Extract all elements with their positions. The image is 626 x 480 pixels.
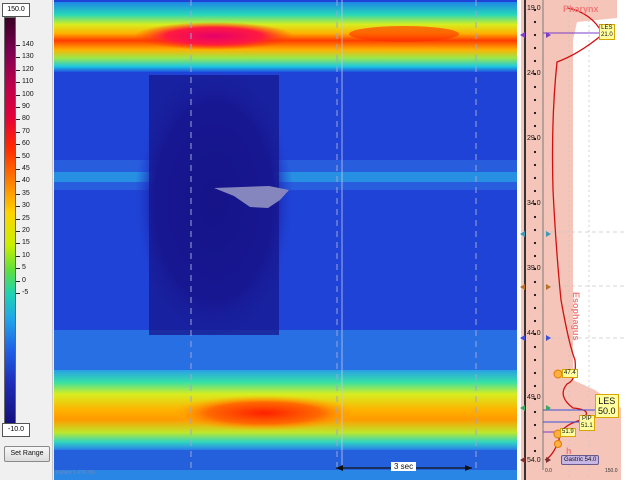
set-range-button[interactable]: Set Range <box>4 446 50 462</box>
scale-tick <box>16 95 20 96</box>
scale-tick-label: 130 <box>22 53 34 61</box>
scale-tick <box>16 157 20 158</box>
scale-tick-label: 110 <box>22 78 33 86</box>
scale-tick-label: 0 <box>22 277 26 285</box>
scale-tick <box>16 45 20 46</box>
scale-tick-label: 15 <box>22 239 30 247</box>
gastric-tag[interactable]: Gastric 54.0 <box>561 455 599 465</box>
scale-tick <box>16 219 20 220</box>
depth-label: 54.0 <box>527 457 541 464</box>
scale-tick <box>16 243 20 244</box>
scale-tick-label: 20 <box>22 227 30 235</box>
les-top-tag[interactable]: LES 21.0 <box>599 24 615 40</box>
les-main-tag[interactable]: LES 50.0 <box>595 394 619 418</box>
color-scale-panel: 150.0 140 130 120 110 100 90 80 70 60 50 45 40 35 30 2… <box>0 0 53 480</box>
scale-tick <box>16 181 20 182</box>
scale-tick-label: 40 <box>22 177 30 185</box>
scale-tick <box>16 231 20 232</box>
scale-tick <box>16 281 20 282</box>
scale-tick-label: 25 <box>22 215 30 223</box>
scale-tick-label: 100 <box>22 91 34 99</box>
depth-label: 39.0 <box>527 265 541 272</box>
pressure-profile-panel[interactable]: 19.0 24.0 29.0 34.0 39.0 44.0 49.0 54.0 … <box>517 0 626 480</box>
scale-tick-label: 35 <box>22 190 30 198</box>
scale-tick-label: 45 <box>22 165 30 173</box>
scale-tick <box>16 82 20 83</box>
scale-tick <box>16 107 20 108</box>
scale-tick-label: 60 <box>22 140 30 148</box>
profile-axis-min: 0.0 <box>545 468 552 474</box>
scale-tick-label: 30 <box>22 202 30 210</box>
scale-tick-label: 70 <box>22 128 30 136</box>
scale-tick-label: 50 <box>22 153 30 161</box>
scale-tick-label: 140 <box>22 41 34 49</box>
scale-tick <box>16 144 20 145</box>
region-pharynx-label: Pharynx <box>563 4 599 14</box>
scale-tick-label: 10 <box>22 252 30 260</box>
scale-tick <box>16 119 20 120</box>
heatmap-watermark: Patient 1 478.756 <box>56 470 95 476</box>
scale-tick <box>16 206 20 207</box>
scale-tick <box>16 194 20 195</box>
pip-tag[interactable]: PIP 51.1 <box>579 415 595 431</box>
time-scale-label: 3 sec <box>391 462 416 471</box>
depth-label: 29.0 <box>527 135 541 142</box>
scale-tick-label: 90 <box>22 103 30 111</box>
depth-label: 34.0 <box>527 200 541 207</box>
depth-label: 49.0 <box>527 394 541 401</box>
scale-tick <box>16 293 20 294</box>
pressure-topography-heatmap[interactable]: Patient 1 478.756 3 sec <box>54 0 517 480</box>
scale-tick <box>16 268 20 269</box>
scale-min-box[interactable]: -10.0 <box>2 423 30 437</box>
scale-tick <box>16 169 20 170</box>
scale-tick-label: 120 <box>22 66 34 74</box>
scale-tick-label: 80 <box>22 115 30 123</box>
depth-label: 24.0 <box>527 70 541 77</box>
color-scale-bar <box>4 17 16 425</box>
depth-label: 19.0 <box>527 5 541 12</box>
scale-tick <box>16 57 20 58</box>
scale-tick-label: -5 <box>22 289 28 297</box>
scale-tick <box>16 70 20 71</box>
scale-tick <box>16 256 20 257</box>
scale-tick <box>16 132 20 133</box>
marker-51-9-tag[interactable]: 51.9 <box>560 428 576 437</box>
scale-max-box[interactable]: 150.0 <box>2 3 30 17</box>
depth-label: 44.0 <box>527 330 541 337</box>
profile-axis-max: 150.0 <box>605 468 618 474</box>
marker-47-4-tag[interactable]: 47.4 <box>562 369 578 378</box>
scale-tick-label: 5 <box>22 264 26 272</box>
